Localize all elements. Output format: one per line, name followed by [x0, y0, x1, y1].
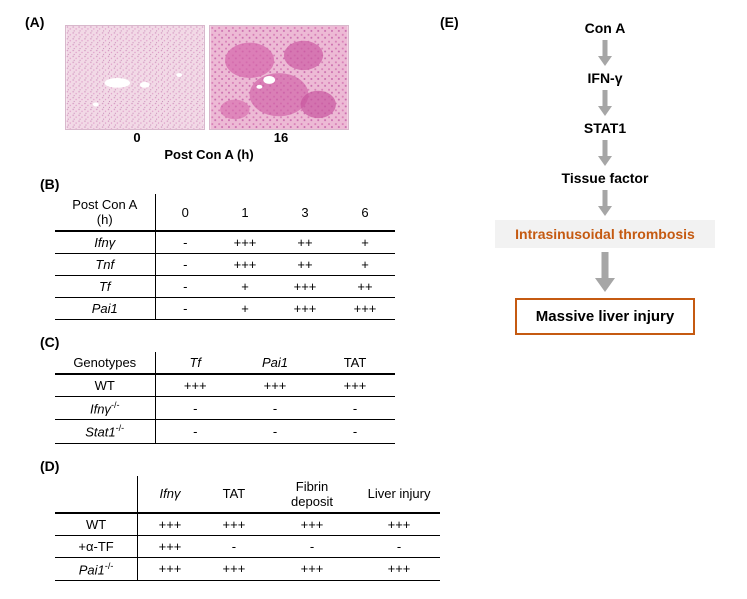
cell: +++: [275, 276, 335, 298]
panel-c-label: (C): [40, 334, 59, 350]
table-d: Ifnγ TAT Fibrin deposit Liver injury WT …: [55, 476, 440, 581]
cell: +++: [202, 557, 266, 580]
table-b-col-0: 0: [155, 194, 215, 231]
left-column: 0 16 Post Con A (h) (B) Post Con A (h) 0…: [40, 25, 440, 581]
cell: ++: [335, 276, 395, 298]
cell: +++: [215, 231, 275, 254]
cell: -: [315, 397, 395, 420]
arrow-down-icon: [594, 252, 616, 292]
time-16-label: 16: [209, 130, 353, 145]
panel-b: (B) Post Con A (h) 0 1 3 6 Ifnγ - +++ ++…: [40, 176, 440, 320]
table-row: +α-TF: [55, 535, 138, 557]
table-d-col-1: TAT: [202, 476, 266, 513]
table-b-col-2: 3: [275, 194, 335, 231]
cell: -: [155, 420, 235, 443]
cell: -: [315, 420, 395, 443]
arrow-down-icon: [596, 40, 614, 66]
cell: +++: [315, 374, 395, 397]
cell: +: [215, 298, 275, 320]
flow-step-1: IFN-γ: [485, 70, 725, 86]
histology-caption: Post Con A (h): [65, 147, 353, 162]
cell: -: [235, 420, 315, 443]
table-row: Pai1: [55, 298, 155, 320]
panel-e-label: (E): [440, 14, 459, 30]
cell: -: [202, 535, 266, 557]
cell: +++: [202, 513, 266, 536]
table-b: Post Con A (h) 0 1 3 6 Ifnγ - +++ ++ + T…: [55, 194, 395, 320]
table-c: Genotypes Tf Pai1 TAT WT +++ +++ +++ Ifn…: [55, 352, 395, 444]
table-row: Tf: [55, 276, 155, 298]
flow-massive: Massive liver injury: [515, 298, 695, 335]
time-0-label: 0: [65, 130, 209, 145]
cell: +++: [266, 557, 358, 580]
table-row: Stat1-/-: [55, 420, 155, 443]
flow-step-0: Con A: [485, 20, 725, 36]
cell: +++: [335, 298, 395, 320]
cell: -: [155, 276, 215, 298]
table-row: WT: [55, 374, 155, 397]
table-c-col-2: TAT: [315, 352, 395, 374]
cell: +++: [358, 513, 440, 536]
flow-intrasinu: Intrasinusoidal thrombosis: [495, 220, 715, 248]
cell: ++: [275, 254, 335, 276]
cell: +++: [266, 513, 358, 536]
cell: +++: [275, 298, 335, 320]
table-c-col-0: Tf: [155, 352, 235, 374]
cell: +: [335, 254, 395, 276]
cell: -: [266, 535, 358, 557]
cell: -: [155, 231, 215, 254]
panel-d-label: (D): [40, 458, 59, 474]
panel-d: (D) Ifnγ TAT Fibrin deposit Liver injury…: [40, 458, 440, 581]
panel-b-label: (B): [40, 176, 59, 192]
arrow-down-icon: [596, 90, 614, 116]
table-c-header: Genotypes: [55, 352, 155, 374]
cell: ++: [275, 231, 335, 254]
histology-t16: [209, 25, 349, 130]
table-b-col-3: 6: [335, 194, 395, 231]
arrow-down-icon: [596, 140, 614, 166]
table-c-col-1: Pai1: [235, 352, 315, 374]
panel-e-flowchart: Con A IFN-γ STAT1 Tissue factor Intrasin…: [485, 20, 725, 335]
cell: +++: [138, 513, 202, 536]
cell: -: [235, 397, 315, 420]
cell: +: [215, 276, 275, 298]
table-row: Pai1-/-: [55, 557, 138, 580]
table-d-blank: [55, 476, 138, 513]
histology-time-labels: 0 16: [65, 130, 440, 145]
table-row: Ifnγ-/-: [55, 397, 155, 420]
cell: +++: [358, 557, 440, 580]
table-row: Ifnγ: [55, 231, 155, 254]
histology-images: [65, 25, 440, 130]
flow-step-2: STAT1: [485, 120, 725, 136]
arrow-down-icon: [596, 190, 614, 216]
table-d-col-0: Ifnγ: [138, 476, 202, 513]
cell: +++: [138, 535, 202, 557]
table-d-col-2: Fibrin deposit: [266, 476, 358, 513]
cell: +++: [155, 374, 235, 397]
histology-t0: [65, 25, 205, 130]
table-b-col-1: 1: [215, 194, 275, 231]
cell: +++: [235, 374, 315, 397]
cell: -: [155, 254, 215, 276]
cell: +++: [138, 557, 202, 580]
table-d-col-3: Liver injury: [358, 476, 440, 513]
cell: +: [335, 231, 395, 254]
flow-step-3: Tissue factor: [485, 170, 725, 186]
table-row: WT: [55, 513, 138, 536]
cell: -: [155, 397, 235, 420]
cell: +++: [215, 254, 275, 276]
table-b-header: Post Con A (h): [55, 194, 155, 231]
cell: -: [155, 298, 215, 320]
cell: -: [358, 535, 440, 557]
table-row: Tnf: [55, 254, 155, 276]
panel-c: (C) Genotypes Tf Pai1 TAT WT +++ +++ +++…: [40, 334, 440, 444]
